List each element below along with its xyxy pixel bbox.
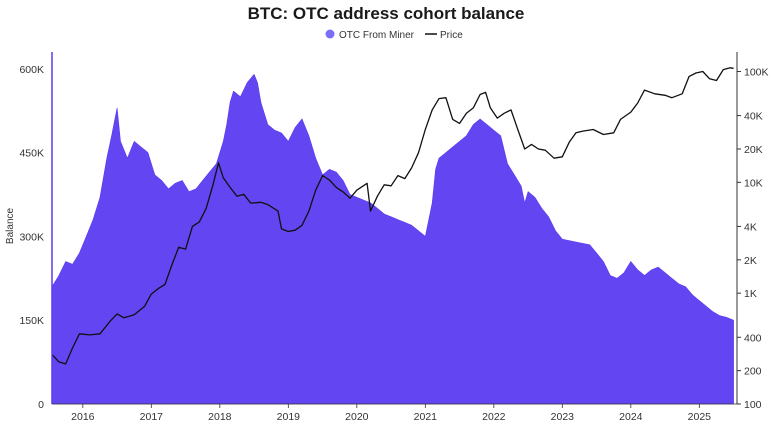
x-tick-label: 2021: [414, 411, 438, 423]
right-tick-label: 200: [744, 366, 762, 378]
chart-title: BTC: OTC address cohort balance: [248, 4, 525, 23]
x-tick-label: 2018: [208, 411, 232, 423]
right-tick-label: 100K: [744, 67, 769, 79]
x-tick-label: 2024: [619, 411, 643, 423]
left-tick-label: 150K: [19, 315, 44, 327]
left-axis: 0 150K 300K 450K 600K: [19, 52, 53, 411]
right-tick-label: 4K: [744, 221, 757, 233]
x-tick-label: 2025: [688, 411, 712, 423]
legend: OTC From Miner Price: [325, 29, 463, 41]
left-tick-label: 450K: [19, 148, 44, 160]
x-tick-label: 2020: [345, 411, 369, 423]
x-tick-label: 2017: [140, 411, 164, 423]
left-tick-label: 0: [38, 399, 44, 411]
left-tick-label: 600K: [19, 64, 44, 76]
y-axis-label: Balance: [5, 207, 16, 244]
x-axis: 2016 2017 2018 2019 2020 2021 2022 2023 2024 2025: [52, 403, 737, 423]
right-axis: 100 200 400 1K 2K 4K 10K 20K 40K 100K: [736, 52, 769, 411]
series-line-price: [51, 67, 734, 365]
right-tick-label: 2K: [744, 255, 757, 267]
right-tick-label: 400: [744, 332, 762, 344]
x-tick-label: 2022: [482, 411, 506, 423]
right-tick-label: 40K: [744, 111, 763, 123]
right-tick-label: 100: [744, 399, 762, 411]
legend-label-price: Price: [440, 30, 463, 41]
x-tick-label: 2023: [551, 411, 575, 423]
left-tick-label: 300K: [19, 231, 44, 243]
legend-marker-otc: [325, 29, 335, 39]
right-tick-label: 20K: [744, 144, 763, 156]
right-tick-label: 1K: [744, 288, 757, 300]
series-area-otc-from-miner: [51, 73, 734, 405]
right-tick-label: 10K: [744, 177, 763, 189]
x-tick-label: 2019: [277, 411, 301, 423]
x-tick-label: 2016: [71, 411, 95, 423]
legend-label-otc: OTC From Miner: [339, 30, 415, 41]
plot-area: [51, 67, 734, 405]
